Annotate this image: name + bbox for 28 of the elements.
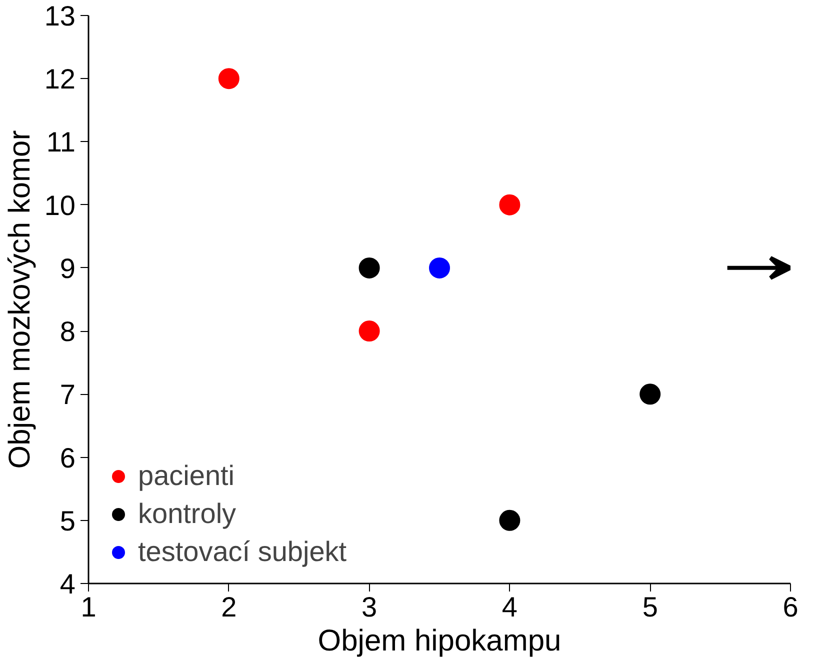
point <box>429 257 450 278</box>
x-tick-label: 2 <box>221 592 237 622</box>
y-tick-label: 8 <box>60 316 76 348</box>
x-tick-label: 4 <box>502 592 518 622</box>
x-tick-label: 6 <box>782 592 798 622</box>
legend-label: kontroly <box>138 498 236 530</box>
point <box>358 320 380 342</box>
x-tick-label: 3 <box>362 592 378 622</box>
y-tick-label: 7 <box>60 379 76 410</box>
legend-label: testovací subjekt <box>138 536 347 568</box>
y-tick-label: 9 <box>60 252 76 284</box>
x-tick-label: 1 <box>80 592 96 622</box>
point <box>499 194 520 216</box>
y-tick-label: 12 <box>44 64 76 95</box>
point <box>640 384 661 405</box>
x-tick-label: 5 <box>642 592 658 622</box>
y-axis-title: Objem mozkových komor <box>3 130 36 469</box>
y-tick-label: 11 <box>46 126 76 158</box>
point <box>499 510 520 531</box>
y-tick-label: 4 <box>60 568 76 600</box>
y-tick-label: 5 <box>60 505 76 536</box>
point <box>358 257 380 278</box>
y-tick-label: 10 <box>44 190 76 221</box>
y-tick-label: 6 <box>60 442 76 474</box>
legend-label: pacienti <box>138 460 235 492</box>
x-axis-title: Objem hipokampu <box>318 624 562 658</box>
point <box>218 68 240 90</box>
y-tick-label: 13 <box>44 0 76 32</box>
